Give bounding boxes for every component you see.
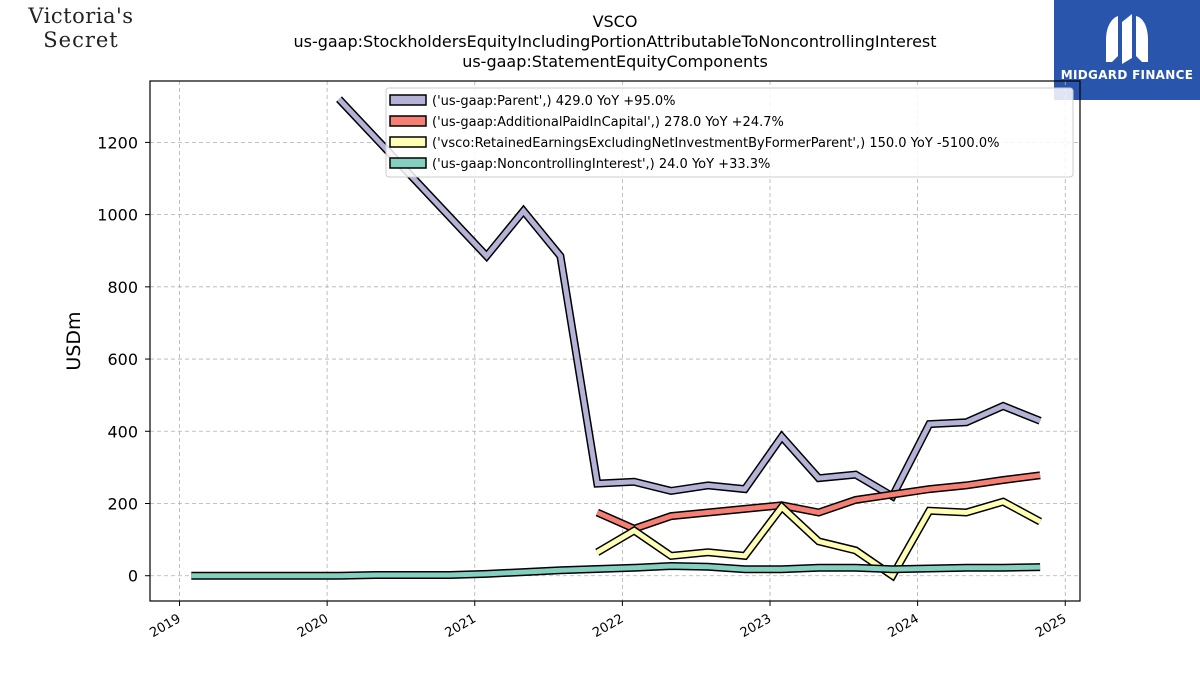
legend-entry-3: ('us-gaap:NoncontrollingInterest',) 24.0… bbox=[432, 157, 770, 172]
legend-swatch-3 bbox=[389, 157, 427, 169]
y-tick-label: 400 bbox=[107, 422, 138, 441]
plot-frame bbox=[149, 80, 1081, 602]
series-lines bbox=[191, 96, 1042, 582]
x-tick-label: 2023 bbox=[738, 611, 774, 641]
x-tick-label: 2021 bbox=[443, 611, 479, 641]
logo-text-line1: Victoria's bbox=[28, 4, 134, 28]
y-tick-label: 800 bbox=[107, 278, 138, 297]
legend-entry-0: ('us-gaap:Parent',) 429.0 YoY +95.0% bbox=[432, 94, 675, 109]
series-line-3 bbox=[191, 563, 1041, 579]
legend-entry-2: ('vsco:RetainedEarningsExcludingNetInves… bbox=[432, 136, 999, 151]
series-line-0 bbox=[337, 97, 1042, 500]
midgard-finance-logo: MIDGARD FINANCE bbox=[1054, 0, 1200, 100]
legend-swatch-1 bbox=[389, 115, 427, 127]
midgard-emblem-icon bbox=[1106, 14, 1148, 64]
y-tick-label: 200 bbox=[107, 495, 138, 514]
x-tick-label: 2025 bbox=[1033, 611, 1069, 641]
x-tick-label: 2019 bbox=[147, 611, 183, 641]
chart-title-line: us-gaap:StatementEquityComponents bbox=[462, 52, 768, 71]
chart-title: VSCOus-gaap:StockholdersEquityIncludingP… bbox=[293, 12, 936, 71]
series-line-1 bbox=[596, 472, 1041, 532]
series-line-2 bbox=[596, 499, 1042, 580]
y-tick-label: 0 bbox=[128, 567, 138, 586]
chart-title-line: us-gaap:StockholdersEquityIncludingPorti… bbox=[293, 32, 936, 51]
victorias-secret-logo: Victoria's Secret bbox=[6, 4, 156, 52]
legend-entry-1: ('us-gaap:AdditionalPaidInCapital',) 278… bbox=[432, 115, 784, 130]
x-tick-label: 2020 bbox=[295, 611, 331, 641]
legend: ('us-gaap:Parent',) 429.0 YoY +95.0% ('us… bbox=[385, 87, 1074, 178]
legend-swatch-2 bbox=[389, 136, 427, 148]
y-tick-label: 600 bbox=[107, 350, 138, 369]
legend-box bbox=[385, 87, 1074, 178]
y-tick-label: 1200 bbox=[97, 133, 138, 152]
x-tick-label: 2024 bbox=[885, 611, 921, 641]
y-axis-label: USDm bbox=[63, 311, 85, 370]
chart-title-line: VSCO bbox=[593, 12, 638, 31]
logo-text-line2: Secret bbox=[43, 28, 119, 52]
legend-swatch-0 bbox=[389, 94, 427, 106]
midgard-brand-text: MIDGARD FINANCE bbox=[1060, 68, 1194, 82]
x-tick-label: 2022 bbox=[590, 611, 626, 641]
y-tick-label: 1000 bbox=[97, 206, 138, 225]
